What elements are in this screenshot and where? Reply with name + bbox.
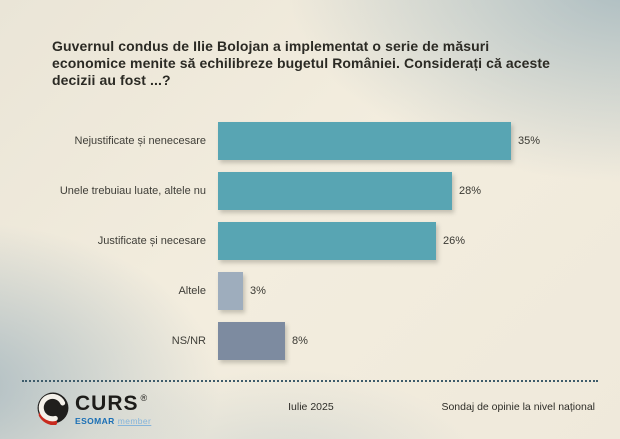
footer-divider xyxy=(22,380,598,382)
chart-title: Guvernul condus de Ilie Bolojan a implem… xyxy=(52,38,551,88)
category-label: NS/NR xyxy=(171,335,206,347)
bar xyxy=(218,322,285,360)
bar xyxy=(218,122,511,160)
member-label: member xyxy=(117,416,152,426)
bar-row-altele: Altele 3% xyxy=(0,266,620,316)
value-label: 35% xyxy=(518,135,541,147)
bar-chart: Nejustificate și nenecesare 35% Unele tr… xyxy=(0,116,620,366)
bar xyxy=(218,222,436,260)
value-label: 28% xyxy=(459,185,482,197)
value-label: 8% xyxy=(292,335,308,347)
bar xyxy=(218,172,452,210)
category-label: Altele xyxy=(178,285,206,297)
value-label: 26% xyxy=(443,235,466,247)
category-label: Justificate și necesare xyxy=(97,235,206,247)
category-label: Nejustificate și nenecesare xyxy=(74,135,206,147)
curs-logo: CURS ® ESOMAR member xyxy=(36,391,151,426)
bar-row-nejustificate: Nejustificate și nenecesare 35% xyxy=(0,116,620,166)
bar xyxy=(218,272,243,310)
logo-name: CURS xyxy=(75,392,139,415)
value-label: 3% xyxy=(250,285,266,297)
survey-date: Iulie 2025 xyxy=(288,401,334,413)
bar-row-justificate: Justificate și necesare 26% xyxy=(0,216,620,266)
bar-row-nsnr: NS/NR 8% xyxy=(0,316,620,366)
bar-row-unele: Unele trebuiau luate, altele nu 28% xyxy=(0,166,620,216)
esomar-label: ESOMAR xyxy=(75,416,115,426)
survey-note: Sondaj de opinie la nivel național xyxy=(441,401,595,413)
registered-mark: ® xyxy=(140,393,148,403)
category-label: Unele trebuiau luate, altele nu xyxy=(59,185,206,197)
curs-logo-icon xyxy=(36,391,70,426)
